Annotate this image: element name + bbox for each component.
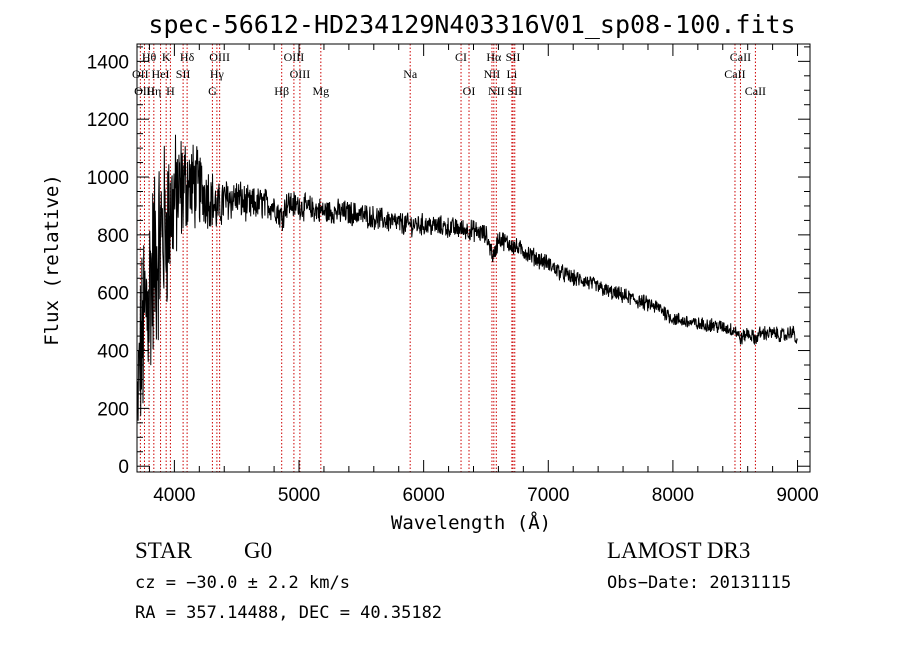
y-tick-label: 1400	[87, 52, 129, 73]
object-subclass: G0	[244, 538, 273, 563]
spectral-line-label: NII	[484, 67, 501, 81]
x-tick-label: 4000	[153, 485, 195, 506]
plot-axes	[136, 43, 811, 473]
spectral-line-label: NII	[488, 84, 505, 98]
y-tick-label: 0	[118, 457, 129, 478]
x-tick-label: 6000	[403, 485, 445, 506]
spectral-line-label: Hβ	[274, 84, 289, 98]
y-tick-label: 200	[97, 399, 129, 420]
y-axis-ticks: 0 200 400 600 800 1000 1200 1400	[87, 46, 810, 478]
spectral-line-label: OII	[132, 67, 149, 81]
spectral-line-label: H	[166, 84, 175, 98]
y-tick-label: 1200	[87, 110, 129, 131]
spectrum-chart: spec-56612-HD234129N403316V01_sp08-100.f…	[41, 10, 819, 534]
spectral-line-label: Na	[403, 67, 418, 81]
spectral-line-labels: Hθ K Hδ OIII OIII CI Hα SII CaII OII HeI SII Hγ OIII N…	[132, 50, 766, 98]
spectral-line-label: G	[208, 84, 217, 98]
redshift-cz: cz = −30.0 ± 2.2 km/s	[135, 573, 350, 593]
y-axis-label: Flux (relative)	[41, 174, 63, 346]
x-tick-label: 7000	[527, 485, 569, 506]
spectral-line-label: OIII	[284, 50, 305, 64]
spectral-line-label: Hη	[146, 84, 161, 98]
survey-name: LAMOST DR3	[607, 538, 751, 563]
y-tick-label: 400	[97, 342, 129, 363]
spectral-line-label: CaII	[745, 84, 766, 98]
plot-frame	[136, 43, 811, 473]
spectral-line-label: SII	[506, 50, 521, 64]
observation-date: Obs−Date: 20131115	[607, 573, 792, 593]
x-tick-label: 8000	[652, 485, 694, 506]
x-axis-ticks: 4000 5000 6000 7000 8000 9000	[148, 44, 819, 506]
spectral-line-label: Hθ	[142, 50, 157, 64]
spectral-line-label: OIII	[209, 50, 230, 64]
spectral-line-label: SII	[176, 67, 191, 81]
spectral-line-label: HeI	[152, 67, 170, 81]
y-tick-label: 1000	[87, 168, 129, 189]
spectral-line-label: Mg	[312, 84, 329, 98]
x-tick-label: 5000	[278, 485, 320, 506]
spectral-line-label: Hα	[486, 50, 502, 64]
spectral-line-label: K	[162, 50, 171, 64]
spectral-line-label: CaII	[730, 50, 751, 64]
spectral-line-label: CaII	[724, 67, 745, 81]
ra-dec: RA = 357.14488, DEC = 40.35182	[135, 603, 443, 623]
spectral-line-label: OI	[463, 84, 476, 98]
spectral-line-label: OIII	[290, 67, 311, 81]
spectral-line-label: CI	[455, 50, 467, 64]
x-tick-label: 9000	[776, 485, 818, 506]
x-axis-label: Wavelength (Å)	[391, 511, 551, 534]
spectral-line-label: SII	[507, 84, 522, 98]
y-tick-label: 800	[97, 226, 129, 247]
spectral-line-label: OIII	[134, 84, 155, 98]
y-tick-label: 600	[97, 284, 129, 305]
spectral-line-label: Li	[507, 67, 518, 81]
spectral-line-label: Hδ	[180, 50, 195, 64]
spectral-line-markers	[139, 44, 756, 472]
spectrum-line	[136, 134, 798, 421]
object-class: STAR	[135, 538, 192, 563]
spectral-line-label: Hγ	[210, 67, 225, 81]
chart-title: spec-56612-HD234129N403316V01_sp08-100.f…	[148, 10, 795, 39]
